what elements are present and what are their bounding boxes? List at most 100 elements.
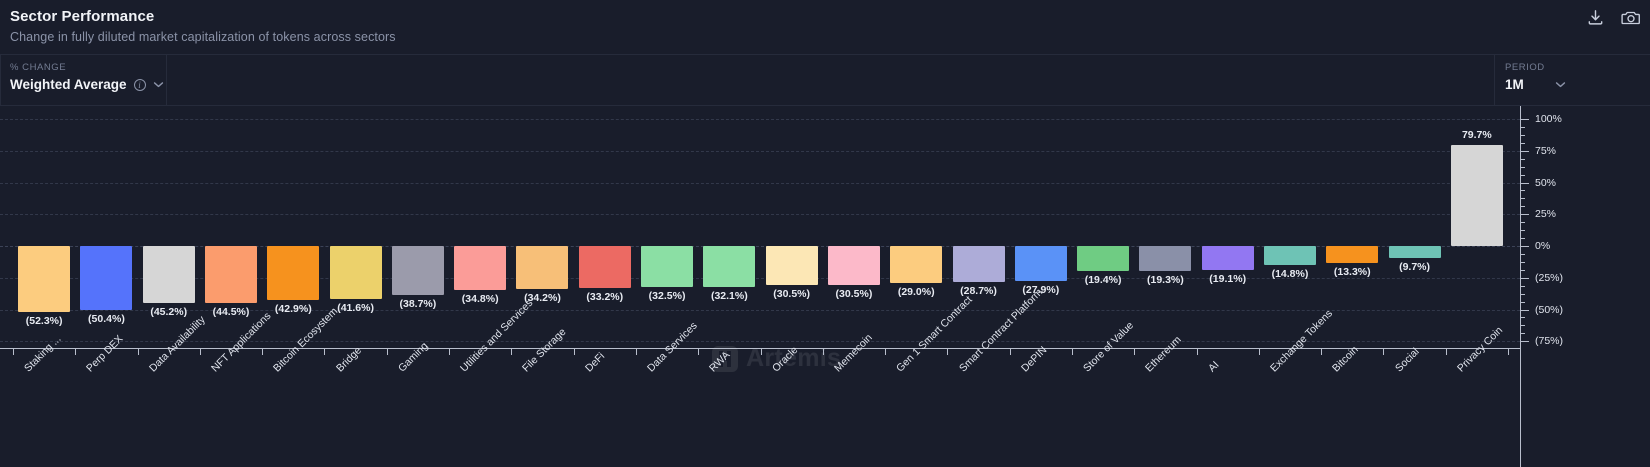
y-axis-tick [1520,182,1529,184]
y-axis-tick [1520,277,1529,279]
bar[interactable] [952,246,1005,283]
x-axis-label: Privacy Coin [1454,324,1506,375]
x-axis-label: Store of Value [1081,319,1137,375]
y-axis-tick [1520,293,1525,295]
y-axis-tick [1520,126,1525,128]
bar[interactable] [578,246,631,289]
control-divider [0,105,1650,106]
y-axis-tick [1520,238,1525,240]
bar[interactable] [1077,246,1130,271]
y-axis-tick [1520,261,1525,263]
y-axis-tick [1520,285,1525,287]
x-axis-tick [1321,348,1323,355]
y-axis-tick [1520,174,1525,176]
bar[interactable] [454,246,507,291]
header-divider [0,54,1650,55]
chart-area: Artemis (52.3%) (50.4%) (45.2%) (44.5%) (42.… [0,106,1650,467]
bar[interactable] [516,246,569,290]
x-axis-tick [449,348,451,355]
gridline [0,309,1520,311]
y-axis-tick [1520,301,1525,303]
gridline [0,277,1520,279]
x-axis-tick [1134,348,1136,355]
y-axis-label: 100% [1535,113,1562,125]
period-value: 1M [1505,77,1524,92]
y-axis-tick [1520,317,1525,319]
y-axis-tick [1520,158,1525,160]
bar-value-label: (27.9%) [1022,284,1060,297]
percent-change-control[interactable]: % CHANGE Weighted Average i [10,62,164,92]
control-bar: % CHANGE Weighted Average i PERIOD 1M [0,55,1650,105]
bar-value-label: (14.8%) [1271,267,1309,280]
y-axis-tick [1520,269,1525,271]
x-axis-tick [885,348,887,355]
bar-value-label: (19.3%) [1147,273,1184,286]
bar[interactable] [267,246,320,301]
x-axis-label: Memecoin [831,331,875,375]
x-axis-tick [511,348,513,355]
bar[interactable] [641,246,694,288]
y-axis-tick [1520,150,1529,152]
bar[interactable] [80,246,133,310]
bar[interactable] [391,246,444,296]
camera-icon[interactable] [1621,8,1640,27]
bar-value-label: (42.9%) [274,303,312,316]
control-separator-mid [166,55,167,105]
x-axis-label: AI [1205,358,1222,375]
y-axis-tick [1520,230,1525,232]
gridline [0,341,1520,343]
download-icon[interactable] [1586,8,1605,27]
chevron-down-icon[interactable] [1555,81,1566,88]
bar-value-label: (44.5%) [212,305,250,318]
bar-value-label: (9.7%) [1399,261,1431,274]
bar-value-label: (19.1%) [1209,273,1247,286]
info-icon[interactable]: i [133,78,146,91]
x-axis-tick [262,348,264,355]
chevron-down-icon[interactable] [153,81,164,88]
bar[interactable] [765,246,818,285]
bar[interactable] [329,246,382,299]
bar[interactable] [703,246,756,287]
bar[interactable] [142,246,195,304]
bar-value-label: (30.5%) [773,287,811,300]
bar[interactable] [205,246,258,303]
page-title: Sector Performance [10,8,155,25]
bar-value-label: (32.1%) [710,289,748,302]
bar[interactable] [1450,144,1503,246]
bar[interactable] [1263,246,1316,265]
bar-value-label: (52.3%) [25,315,63,328]
y-axis-tick [1520,142,1525,144]
period-label: PERIOD [1505,62,1545,73]
x-axis-label: Bitcoin Ecosystem [271,305,341,375]
x-axis-tick [137,348,139,355]
y-axis-label: 25% [1535,208,1557,221]
bar[interactable] [1388,246,1441,259]
bar[interactable] [1139,246,1192,271]
bar-value-label: (41.6%) [337,301,374,314]
y-axis-tick [1520,325,1525,327]
y-axis-tick [1520,253,1525,255]
y-axis-tick [1520,214,1529,216]
x-axis-label: Bridge [333,344,364,375]
x-axis-tick [199,348,201,355]
y-axis-label: 0% [1535,240,1551,252]
gridline [0,214,1520,216]
zero-gridline [0,246,1520,247]
y-axis-tick [1520,190,1525,192]
bar[interactable] [827,246,880,285]
bar[interactable] [1201,246,1254,271]
bar[interactable] [890,246,943,283]
percent-change-value: Weighted Average [10,77,127,92]
y-axis-label: (25%) [1535,271,1564,284]
percent-change-label: % CHANGE [10,62,67,73]
y-axis-label: (50%) [1535,303,1564,316]
x-axis-tick [698,348,700,355]
bar[interactable] [1014,246,1067,282]
bar[interactable] [18,246,71,313]
bar-value-label: (34.2%) [524,292,561,305]
period-control[interactable]: PERIOD 1M [1505,62,1566,92]
bar-value-label: (33.2%) [586,291,624,304]
x-axis-tick [13,348,14,355]
x-axis-label: Ethereum [1143,333,1185,375]
bar[interactable] [1326,246,1379,263]
